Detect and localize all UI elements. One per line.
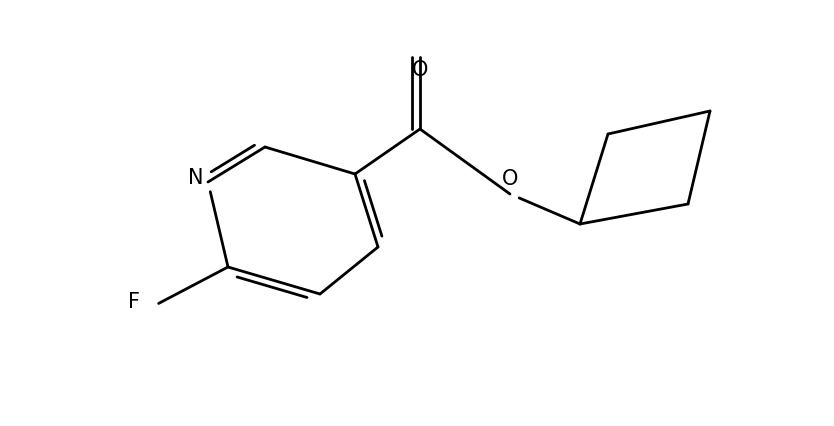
Text: O: O: [412, 60, 428, 80]
Text: N: N: [188, 167, 203, 187]
Text: O: O: [502, 169, 518, 189]
Text: F: F: [128, 291, 140, 311]
